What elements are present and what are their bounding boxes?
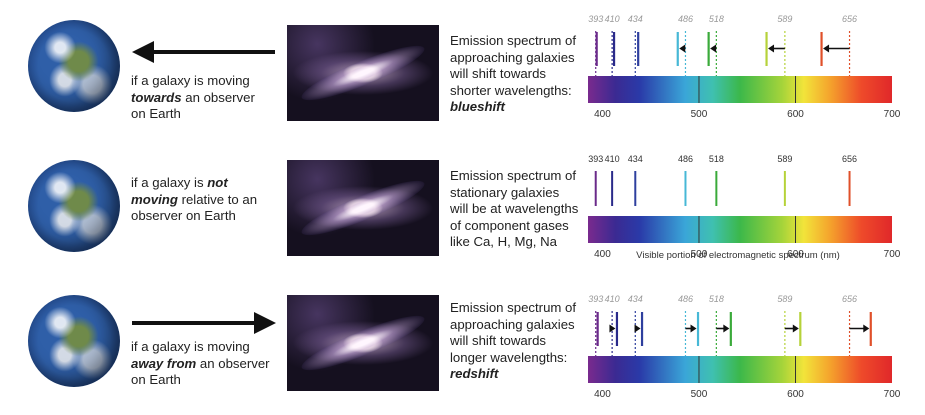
shift-arrowhead-icon [690, 324, 697, 333]
motion-arrow-right-icon [132, 312, 276, 334]
wavelength-label: 589 [777, 294, 792, 304]
observer-description: if a galaxy is moving towards an observe… [131, 73, 255, 121]
earth-image [28, 295, 120, 387]
shift-arrowhead-icon [768, 44, 775, 53]
wavelength-label: 434 [628, 14, 643, 24]
wavelength-label: 589 [777, 14, 792, 24]
wavelength-label: 393 [588, 154, 603, 164]
wavelength-label: 518 [709, 294, 724, 304]
axis-tick-label: 700 [884, 109, 901, 120]
axis-tick-label: 400 [594, 249, 611, 260]
axis-tick-label: 600 [787, 389, 804, 400]
shift-arrowhead-icon [634, 324, 641, 333]
redshift-spectrum: 400 500 600 700 393 410 434 486 518 589 656 [588, 294, 901, 400]
blueshift-spectrum: 400 500 600 700 393 410 434 486 518 589 656 [588, 14, 901, 120]
direction-emphasis: towards [131, 89, 182, 105]
spectrum-description: Emission spectrum of stationary galaxies… [450, 168, 579, 249]
wavelength-label: 486 [678, 154, 693, 164]
wavelength-label: 656 [842, 14, 857, 24]
direction-emphasis: moving [131, 191, 178, 207]
direction-emphasis: not [207, 175, 228, 190]
axis-tick-label: 500 [691, 249, 708, 260]
axis-tick-label: 600 [787, 109, 804, 120]
redshift-row: if a galaxy is moving away from an obser… [0, 280, 925, 405]
observer-description: if a galaxy is moving away from an obser… [131, 339, 270, 387]
wavelength-label: 486 [678, 294, 693, 304]
shift-term: redshift [450, 366, 499, 381]
wavelength-label: 486 [678, 14, 693, 24]
spectrum-description: Emission spectrum of approaching galaxie… [450, 33, 577, 114]
wavelength-label: 393 [588, 294, 603, 304]
galaxy-image [287, 160, 439, 256]
shift-arrowhead-icon [723, 324, 730, 333]
wavelength-label: 434 [628, 294, 643, 304]
blueshift-row: if a galaxy is moving towards an observe… [0, 0, 925, 125]
wavelength-label: 656 [842, 294, 857, 304]
galaxy-image [287, 295, 439, 391]
shift-arrowhead-icon [679, 44, 686, 53]
wavelength-label: 393 [588, 14, 603, 24]
spectrum-bar [588, 216, 892, 243]
observer-description: if a galaxy is not moving relative to an… [131, 175, 258, 223]
wavelength-label: 589 [777, 154, 792, 164]
spectrum-description: Emission spectrum of approaching galaxie… [450, 300, 577, 381]
wavelength-label: 656 [842, 154, 857, 164]
earth-image [28, 160, 120, 252]
axis-tick-label: 700 [884, 389, 901, 400]
axis-tick-label: 400 [594, 389, 611, 400]
wavelength-label: 410 [605, 154, 620, 164]
shift-term: blueshift [450, 99, 505, 114]
wavelength-label: 410 [605, 14, 620, 24]
spectrum-bar [588, 76, 892, 103]
axis-tick-label: 600 [787, 249, 804, 260]
axis-caption: Visible portion of electromagnetic spect… [636, 250, 840, 261]
wavelength-label: 518 [709, 14, 724, 24]
wavelength-label: 518 [709, 154, 724, 164]
wavelength-label: 410 [605, 294, 620, 304]
shift-arrowhead-icon [609, 324, 616, 333]
motion-arrow-left-icon [132, 41, 275, 63]
shift-arrowhead-icon [710, 44, 717, 53]
galaxy-image [287, 25, 439, 121]
stationary-spectrum: 400 500 600 700 393 410 434 486 518 589 656 [588, 154, 901, 260]
stationary-row: if a galaxy is not moving relative to an… [0, 140, 925, 265]
wavelength-label: 434 [628, 154, 643, 164]
shift-arrowhead-icon [823, 44, 830, 53]
axis-tick-label: 500 [691, 109, 708, 120]
spectrum-bar [588, 356, 892, 383]
shift-arrowhead-icon [863, 324, 870, 333]
direction-emphasis: away from [131, 355, 197, 371]
axis-tick-label: 400 [594, 109, 611, 120]
axis-tick-label: 700 [884, 249, 901, 260]
axis-tick-label: 500 [691, 389, 708, 400]
earth-image [28, 20, 120, 112]
shift-arrowhead-icon [792, 324, 799, 333]
